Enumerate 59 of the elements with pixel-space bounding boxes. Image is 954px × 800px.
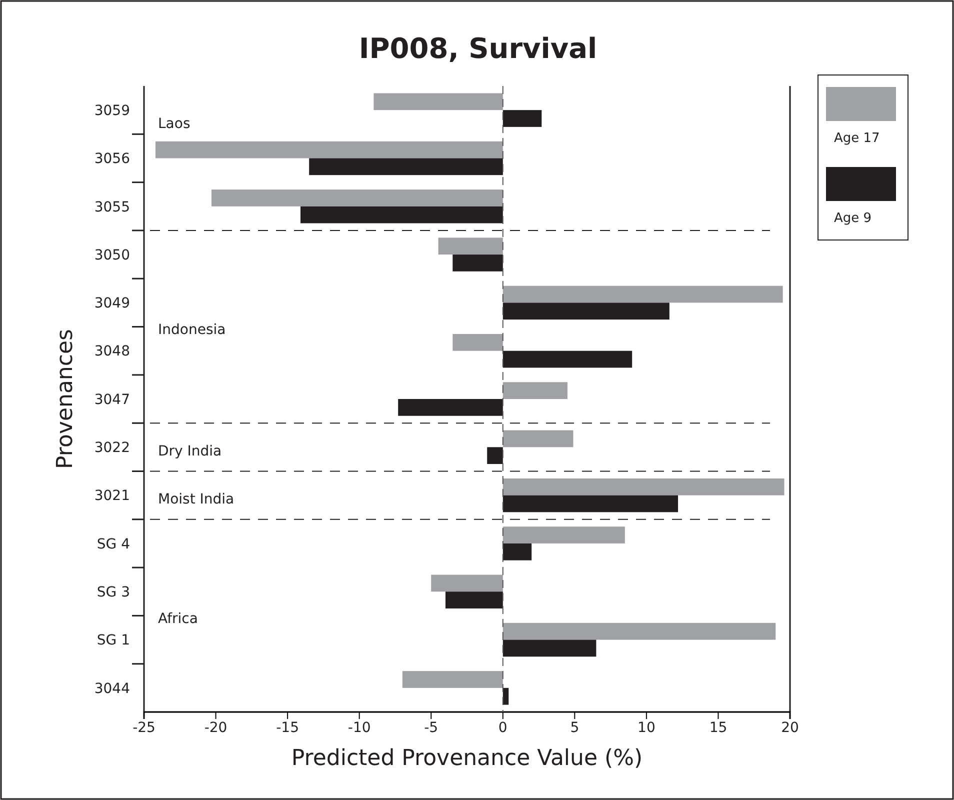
x-axis-title: Predicted Provenance Value (%) xyxy=(291,746,643,771)
y-tick-label: 3022 xyxy=(94,440,130,456)
bar xyxy=(374,93,503,110)
y-tick-label: 3059 xyxy=(94,102,130,119)
bar xyxy=(502,543,532,560)
x-tick-label: 20 xyxy=(781,720,799,736)
text: Age 17 xyxy=(834,131,880,146)
annotation: Indonesia xyxy=(158,322,226,338)
y-tick-label: 3056 xyxy=(94,151,130,168)
bar xyxy=(502,640,596,657)
x-tick-label: 5 xyxy=(570,720,580,736)
bar xyxy=(502,430,574,448)
bar xyxy=(502,350,632,368)
bar xyxy=(502,622,776,640)
x-tick-label: -15 xyxy=(276,720,299,736)
y-tick-label: 3044 xyxy=(94,680,130,697)
y-tick-label: 3048 xyxy=(94,344,130,360)
bar xyxy=(309,158,503,176)
bar xyxy=(398,399,503,416)
y-tick-label: 3050 xyxy=(94,247,130,264)
bar xyxy=(438,238,503,255)
chart-title: IP008, Survival xyxy=(358,32,598,65)
x-tick-label: 0 xyxy=(498,720,508,736)
y-tick-label: SG 4 xyxy=(96,536,130,552)
bar xyxy=(211,190,503,206)
bar xyxy=(452,334,503,351)
x-tick-label: 15 xyxy=(709,720,728,736)
text: Age 9 xyxy=(834,211,872,226)
y-tick-label: SG 1 xyxy=(96,632,130,649)
bar xyxy=(502,478,784,496)
y-tick-label: SG 3 xyxy=(96,584,130,601)
x-tick-label: -10 xyxy=(348,720,371,736)
y-tick-label: 3021 xyxy=(94,488,130,504)
bar xyxy=(402,671,503,688)
x-tick-label: -20 xyxy=(204,720,228,736)
x-tick-label: 10 xyxy=(638,720,656,736)
bar xyxy=(502,110,542,127)
y-tick-label: 3047 xyxy=(94,392,130,408)
annotation: Laos xyxy=(158,116,190,132)
bar xyxy=(502,526,625,544)
bar xyxy=(502,382,568,399)
bar xyxy=(452,254,503,272)
y-tick-label: 3049 xyxy=(94,296,130,312)
bar xyxy=(502,302,670,320)
y-axis-title: Provenances xyxy=(53,329,78,469)
bar xyxy=(502,495,678,512)
bar xyxy=(502,688,509,705)
annotation: Moist India xyxy=(158,492,234,508)
annotation: Africa xyxy=(158,611,198,627)
bar xyxy=(445,592,503,608)
x-tick-label: -5 xyxy=(424,720,438,736)
y-tick-label: 3055 xyxy=(94,199,130,216)
bar xyxy=(502,286,783,303)
bar xyxy=(300,206,503,224)
annotation: Dry India xyxy=(158,443,222,460)
bar xyxy=(155,141,503,158)
bar xyxy=(431,574,503,592)
bar xyxy=(487,447,503,464)
x-tick-label: -25 xyxy=(132,720,156,736)
